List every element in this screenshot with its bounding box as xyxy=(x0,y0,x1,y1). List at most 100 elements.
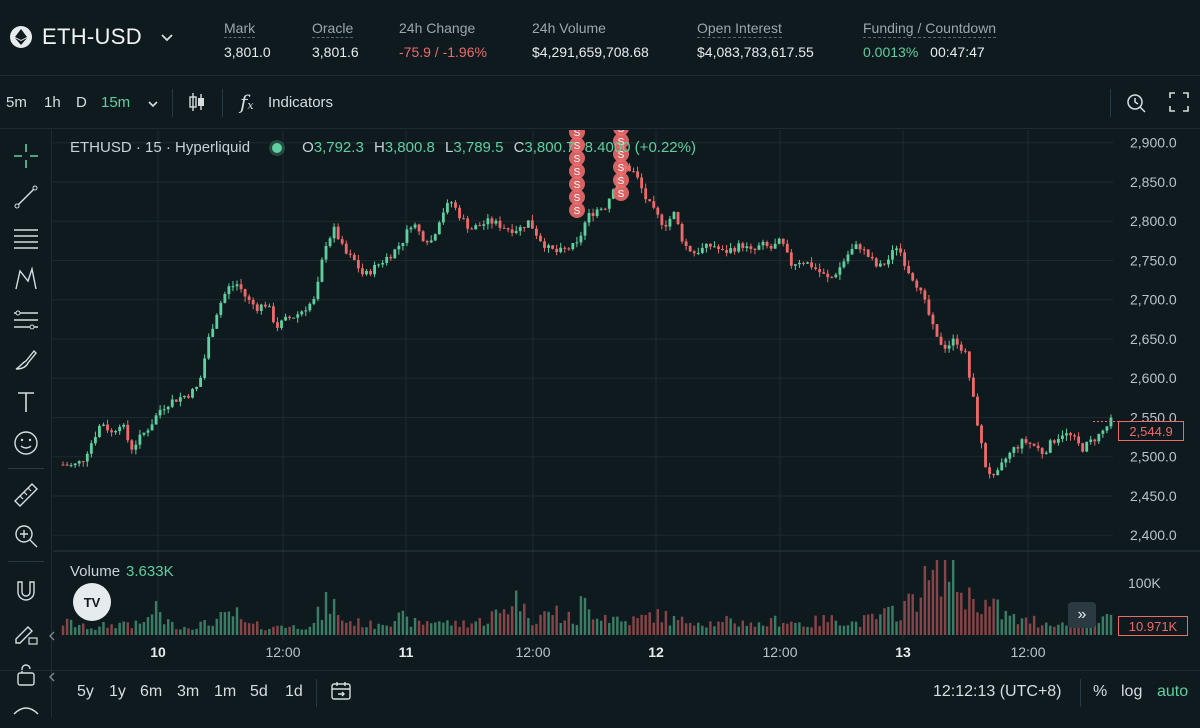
date-range-icon[interactable] xyxy=(330,680,352,702)
fib-icon[interactable] xyxy=(10,222,42,254)
range-3m[interactable]: 3m xyxy=(177,683,200,700)
range-5y[interactable]: 5y xyxy=(77,683,94,700)
x-tick-label: 12:00 xyxy=(265,644,300,660)
chevron-left-icon[interactable] xyxy=(48,630,56,642)
volume-bar xyxy=(680,616,684,635)
candle-body xyxy=(450,202,453,204)
lock-drawing-icon[interactable] xyxy=(10,617,42,649)
percent-toggle[interactable]: % xyxy=(1093,683,1108,700)
candle-body xyxy=(474,225,478,230)
y-tick-label: 2,900.0 xyxy=(1130,135,1177,151)
candlestick-icon[interactable] xyxy=(187,91,207,113)
interval-d[interactable]: D xyxy=(76,94,87,111)
trade-marker-label: S xyxy=(574,154,581,165)
candle-body xyxy=(356,259,360,269)
stat-label: Open Interest xyxy=(697,20,782,38)
interval-1h[interactable]: 1h xyxy=(44,94,61,111)
candlestick-chart[interactable]: 2,900.0 2,850.0 2,800.0 2,750.0 2,700.0 2,650… xyxy=(53,130,1200,670)
pattern-icon[interactable] xyxy=(10,263,42,295)
projection-icon[interactable] xyxy=(10,304,42,336)
range-1y[interactable]: 1y xyxy=(109,683,126,700)
function-icon[interactable]: fx xyxy=(240,90,254,114)
ruler-icon[interactable] xyxy=(10,479,42,511)
candle-body xyxy=(903,252,907,266)
candle-body xyxy=(628,165,631,172)
volume-bar xyxy=(510,606,514,635)
volume-bar xyxy=(725,615,728,635)
candle-body xyxy=(963,350,967,352)
volume-bar xyxy=(1032,615,1036,635)
volume-bar xyxy=(102,621,105,635)
candle-body xyxy=(344,243,348,254)
candle-body xyxy=(1004,458,1008,463)
volume-bar xyxy=(846,625,850,635)
brush-icon[interactable] xyxy=(10,345,42,377)
interval-15m[interactable]: 15m xyxy=(101,94,131,111)
range-6m[interactable]: 6m xyxy=(140,683,163,700)
chart-clock[interactable]: 12:12:13 (UTC+8) xyxy=(933,683,1062,700)
indicators-button[interactable]: Indicators xyxy=(268,94,334,111)
range-1m[interactable]: 1m xyxy=(214,683,237,700)
symbol-selector[interactable]: ETH-USD xyxy=(10,24,176,50)
candle-body xyxy=(814,267,818,269)
candle-body xyxy=(587,213,591,223)
screenshot-alert-icon[interactable] xyxy=(1125,91,1147,113)
auto-toggle[interactable]: auto xyxy=(1157,683,1189,700)
volume-bar xyxy=(883,608,886,635)
ethereum-icon xyxy=(10,26,32,48)
chevron-left-icon[interactable] xyxy=(48,671,56,683)
emoji-icon[interactable] xyxy=(10,427,42,459)
volume-bar xyxy=(353,625,356,635)
interval-5m[interactable]: 5m xyxy=(6,94,27,111)
volume-bar xyxy=(292,625,295,635)
candle-body xyxy=(717,246,720,250)
crosshair-icon[interactable] xyxy=(10,140,42,172)
volume-bar xyxy=(539,614,542,635)
trend-line-icon[interactable] xyxy=(10,181,42,213)
volume-bar xyxy=(199,621,202,635)
price-chart[interactable]: 2,900.0 2,850.0 2,800.0 2,750.0 2,700.0 2,650… xyxy=(53,130,1200,670)
drawing-toolbar xyxy=(0,130,55,717)
log-toggle[interactable]: log xyxy=(1121,683,1143,700)
candle-body xyxy=(429,240,433,243)
volume-bar xyxy=(693,625,696,635)
volume-bar xyxy=(486,623,490,635)
fullscreen-icon[interactable] xyxy=(1168,91,1190,113)
volume-bar xyxy=(753,626,757,635)
y-tick-label: 2,750.0 xyxy=(1130,252,1177,268)
candle-body xyxy=(272,306,275,323)
volume-bar xyxy=(90,628,93,635)
candle-body xyxy=(417,224,421,232)
range-5d[interactable]: 5d xyxy=(250,683,268,700)
chart-bottom-bar: 5y 1y 6m 3m 1m 5d 1d 12:12:13 (UTC+8) % … xyxy=(0,670,1200,717)
candle-body xyxy=(830,277,834,279)
volume-bar xyxy=(179,629,182,635)
range-1d[interactable]: 1d xyxy=(285,683,303,700)
trade-marker xyxy=(613,172,629,188)
candle-body xyxy=(215,314,219,329)
volume-bar xyxy=(968,587,971,635)
divider xyxy=(222,89,223,117)
volume-bar xyxy=(227,611,231,635)
candle-body xyxy=(858,244,862,250)
candle-body xyxy=(211,328,215,337)
candle-body xyxy=(862,249,866,251)
volume-bar xyxy=(802,626,805,635)
lock-icon[interactable] xyxy=(10,658,42,690)
volume-bar xyxy=(1000,619,1003,635)
eye-icon[interactable] xyxy=(10,696,42,728)
volume-bar xyxy=(826,622,829,635)
zoom-in-icon[interactable] xyxy=(10,520,42,552)
candle-body xyxy=(607,198,611,209)
magnet-icon[interactable] xyxy=(10,576,42,608)
scroll-to-realtime-button[interactable]: » xyxy=(1068,602,1096,628)
volume-bar xyxy=(951,560,955,635)
volume-bar xyxy=(1085,624,1088,635)
volume-bar xyxy=(296,628,299,635)
candle-body xyxy=(943,344,947,349)
volume-bar xyxy=(1016,624,1020,635)
text-icon[interactable] xyxy=(10,386,42,418)
volume-bar xyxy=(1101,616,1105,635)
interval-dropdown-icon[interactable] xyxy=(147,98,159,110)
tradingview-logo[interactable]: TV xyxy=(73,583,111,621)
